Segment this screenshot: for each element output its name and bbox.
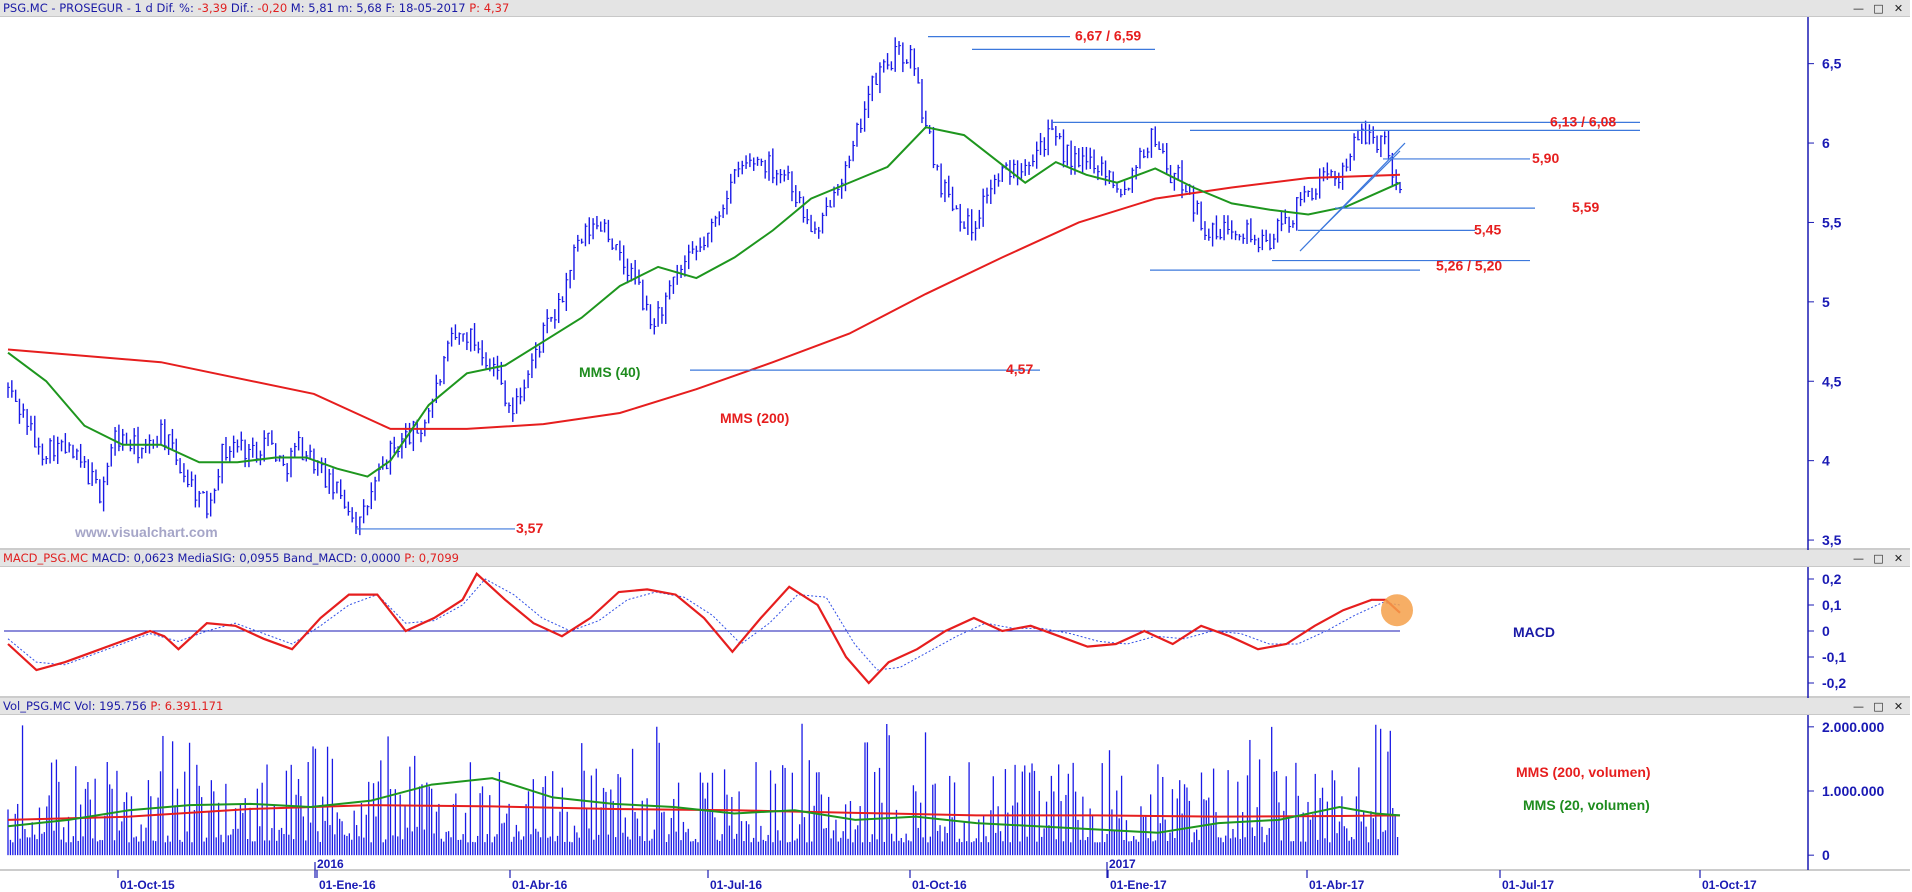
close-icon[interactable]: ✕ <box>1893 1 1904 15</box>
macd-panel-title: MACD_PSG.MC MACD: 0,0623 MediaSIG: 0,095… <box>0 550 1910 567</box>
hline-label: 4,57 <box>1006 361 1033 377</box>
x-tick-label: 01-Abr-16 <box>512 878 568 892</box>
y-tick-label: 5,5 <box>1822 214 1842 230</box>
title-text: Vol_PSG.MC Vol: 195.756 P: 6.391.171 <box>0 699 223 713</box>
x-tick-label: 01-Oct-16 <box>912 878 967 892</box>
title-part: P: 0,7099 <box>404 551 459 565</box>
title-part: P: 4,37 <box>469 1 510 15</box>
y-tick-label: -0,1 <box>1822 649 1846 665</box>
hline-label: 5,26 / 5,20 <box>1436 258 1502 274</box>
y-tick-label: 0,1 <box>1822 597 1842 613</box>
hline-label: 5,45 <box>1474 221 1501 237</box>
title-part: M: 5,81 m: 5,68 F: 18-05-2017 <box>287 1 470 15</box>
x-tick-label: 01-Abr-17 <box>1309 878 1365 892</box>
support-resistance-lines: 6,67 / 6,59 6,13 / 6,08 5,90 5,59 5,45 5,26 /… <box>355 28 1640 536</box>
macd-window-buttons: — □ ✕ <box>1850 550 1904 566</box>
maximize-icon[interactable]: □ <box>1873 551 1884 565</box>
axes: 6,5 6 5,5 5 4,5 4 3,5 0,2 0,1 0 -0,1 -0,2 2.000.000 1… <box>117 56 1884 892</box>
y-tick-label: 6 <box>1822 135 1830 151</box>
minimize-icon[interactable]: — <box>1853 551 1864 565</box>
price-panel-title: PSG.MC - PROSEGUR - 1 d Dif. %: -3,39 Di… <box>0 0 1910 17</box>
series-label: MMS (200) <box>720 410 789 426</box>
y-tick-label: 0 <box>1822 623 1830 639</box>
price-bars <box>7 37 1402 536</box>
hline-label: 6,67 / 6,59 <box>1075 28 1141 44</box>
title-part: Dif.: <box>227 1 258 15</box>
x-tick-label: 01-Jul-17 <box>1502 878 1554 892</box>
volume-series-label: MMS (20, volumen) <box>1523 797 1650 813</box>
vol-mms20-line <box>7 777 1401 834</box>
price-moving-averages <box>7 126 1401 478</box>
minimize-icon[interactable]: — <box>1853 1 1864 15</box>
macd-label: MACD <box>1513 624 1555 640</box>
x-tick-label: 01-Ene-16 <box>319 878 376 892</box>
y-tick-label: 5 <box>1822 294 1830 310</box>
hline-label: 5,90 <box>1532 150 1559 166</box>
minimize-icon[interactable]: — <box>1853 699 1864 713</box>
watermark: www.visualchart.com <box>74 524 218 540</box>
year-label: 2016 <box>317 857 344 871</box>
y-tick-label: 6,5 <box>1822 56 1842 72</box>
y-tick-label: 0 <box>1822 847 1830 863</box>
maximize-icon[interactable]: □ <box>1873 699 1884 713</box>
year-label: 2017 <box>1109 857 1136 871</box>
vol-mms200-line <box>7 804 1401 821</box>
hline-label: 5,59 <box>1572 199 1599 215</box>
x-tick-label: 01-Oct-15 <box>120 878 175 892</box>
macd-line <box>7 572 1401 685</box>
trendline <box>1319 150 1401 231</box>
title-part: PSG.MC - PROSEGUR - 1 d Dif. %: <box>3 1 198 15</box>
maximize-icon[interactable]: □ <box>1873 1 1884 15</box>
y-tick-label: 4 <box>1822 453 1830 469</box>
y-tick-label: 1.000.000 <box>1822 783 1884 799</box>
title-text: MACD_PSG.MC MACD: 0,0623 MediaSIG: 0,095… <box>0 551 459 565</box>
y-tick-label: 3,5 <box>1822 532 1842 548</box>
chart-annotations: www.visualchart.com MMS (40) MMS (200) MAC… <box>74 364 1651 813</box>
title-part: MACD_PSG.MC <box>3 551 88 565</box>
y-tick-label: 0,2 <box>1822 571 1842 587</box>
x-tick-label: 01-Oct-17 <box>1702 878 1757 892</box>
title-text: PSG.MC - PROSEGUR - 1 d Dif. %: -3,39 Di… <box>0 1 509 15</box>
x-tick-label: 01-Ene-17 <box>1110 878 1167 892</box>
mms40-line <box>7 126 1401 478</box>
volume-window-buttons: — □ ✕ <box>1850 698 1904 714</box>
y-tick-label: -0,2 <box>1822 675 1846 691</box>
mms200-line <box>7 173 1401 430</box>
x-tick-label: 01-Jul-16 <box>710 878 762 892</box>
series-label: MMS (40) <box>579 364 640 380</box>
trendline <box>1299 142 1406 252</box>
close-icon[interactable]: ✕ <box>1893 551 1904 565</box>
y-tick-label: 4,5 <box>1822 373 1842 389</box>
highlight-circle <box>1381 594 1413 627</box>
y-tick-label: 2.000.000 <box>1822 719 1884 735</box>
volume-series-label: MMS (200, volumen) <box>1516 764 1651 780</box>
title-part: P: 6.391.171 <box>150 699 224 713</box>
title-part: -0,20 <box>257 1 288 15</box>
title-part: Vol_PSG.MC Vol: 195.756 <box>3 699 151 713</box>
title-part: -3,39 <box>197 1 228 15</box>
volume-panel-title: Vol_PSG.MC Vol: 195.756 P: 6.391.171 — □… <box>0 698 1910 715</box>
title-part: MACD: 0,0623 MediaSIG: 0,0955 Band_MACD:… <box>87 551 405 565</box>
macd-series <box>4 572 1413 685</box>
hline-label: 6,13 / 6,08 <box>1550 113 1616 129</box>
price-window-buttons: — □ ✕ <box>1850 0 1904 16</box>
volume-bars <box>7 723 1401 856</box>
close-icon[interactable]: ✕ <box>1893 699 1904 713</box>
hline-label: 3,57 <box>516 520 543 536</box>
